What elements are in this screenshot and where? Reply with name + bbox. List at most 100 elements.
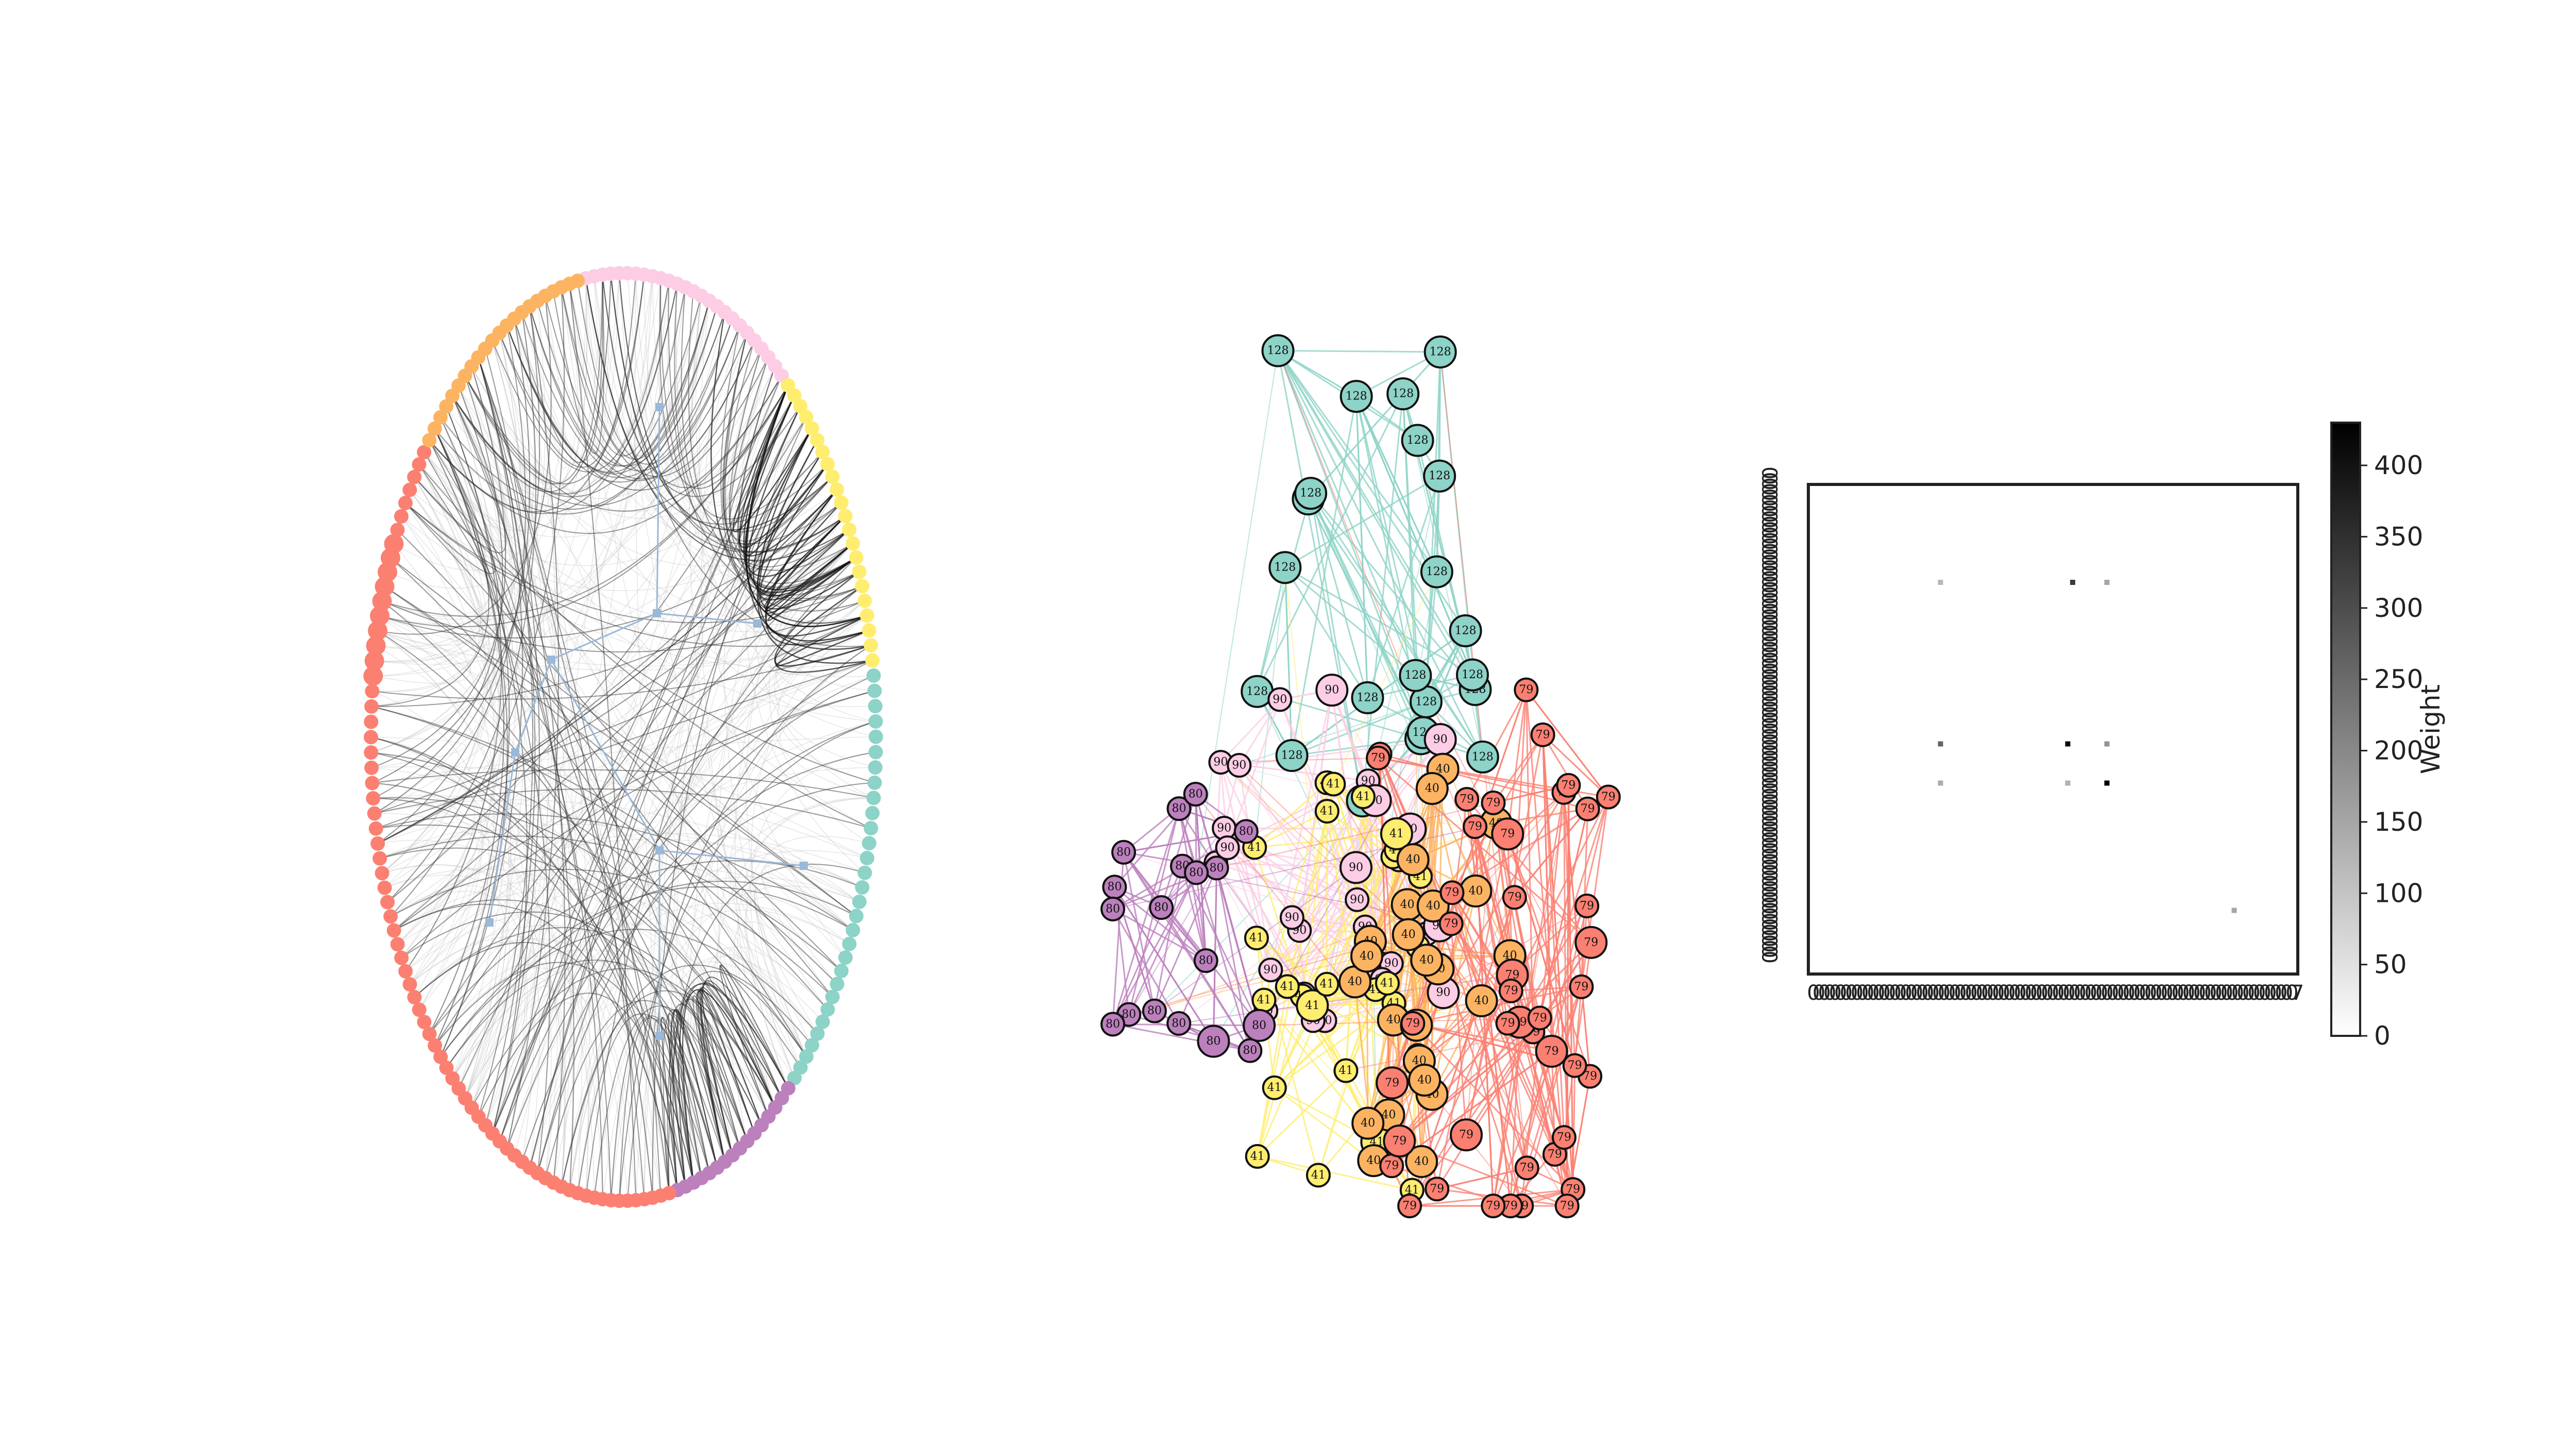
edge	[561, 287, 686, 457]
network-node: 79	[1439, 880, 1465, 905]
edge	[602, 797, 874, 1200]
circular-node	[842, 522, 857, 537]
network-edge	[1284, 566, 1473, 676]
edge	[409, 490, 670, 1194]
network-node-label: 79	[1392, 1134, 1406, 1147]
matrix-y-tick: 0	[1759, 852, 1783, 865]
network-node-circle	[1491, 817, 1524, 851]
network-node-label: 40	[1348, 976, 1362, 988]
network-edge	[1436, 1167, 1528, 1190]
matrix-x-tick: 0	[1828, 981, 1841, 1005]
edge	[384, 586, 842, 971]
network-edge	[1284, 567, 1328, 984]
edge	[440, 357, 523, 1058]
matrix-y-tick: 0	[1759, 924, 1783, 936]
circular-node	[793, 399, 808, 414]
matrix-x-tick: 0	[1926, 981, 1939, 1005]
network-edge	[1277, 350, 1427, 702]
edge	[384, 868, 776, 1108]
edge	[754, 882, 853, 1034]
network-node-circle	[1463, 814, 1488, 840]
network-node: 80	[1193, 948, 1218, 974]
network-node-circle	[1556, 773, 1581, 798]
circular-node	[852, 894, 867, 909]
network-node-circle	[1262, 1075, 1287, 1100]
edge	[537, 720, 876, 1173]
network-node-label: 79	[1574, 980, 1588, 993]
network-node-label: 90	[1232, 759, 1246, 772]
network-node-label: 128	[1267, 344, 1289, 357]
network-node-label: 79	[1520, 1162, 1534, 1174]
circular-node	[364, 714, 379, 729]
edge	[371, 752, 807, 1057]
matrix-y-tick: 0	[1759, 570, 1783, 583]
circular-node	[829, 977, 844, 992]
network-node-circle	[1466, 740, 1499, 774]
matrix-x-tick: 0	[2079, 981, 2092, 1005]
edge	[521, 782, 875, 1162]
circular-node	[407, 469, 422, 484]
edge	[452, 274, 612, 493]
network-node-label: 79	[1519, 683, 1533, 696]
edge	[464, 375, 783, 512]
circular-node	[867, 775, 882, 790]
edge	[374, 615, 868, 814]
bundle-link	[659, 849, 804, 867]
network-node-label: 79	[1507, 891, 1522, 904]
network-node-circle	[1514, 677, 1539, 702]
network-edge	[1154, 867, 1217, 1012]
network-node: 79	[1535, 1034, 1568, 1068]
matrix-x-tick: 0	[2095, 981, 2108, 1005]
matrix-x-tick: 0	[2269, 981, 2282, 1005]
network-node-label: 40	[1401, 928, 1416, 941]
circular-node	[363, 666, 383, 686]
network-node-label: 40	[1366, 1154, 1381, 1167]
edge	[387, 312, 536, 903]
network-node-label: 79	[1486, 796, 1500, 809]
matrix-y-tick: 0	[1759, 739, 1783, 751]
network-node-circle	[1166, 1011, 1192, 1036]
network-node-circle	[1233, 819, 1259, 844]
network-node-label: 80	[1147, 1004, 1162, 1017]
network-edge	[1355, 396, 1368, 698]
network-node-circle	[1410, 944, 1444, 977]
circular-node	[860, 850, 875, 865]
matrix-y-tick: 0	[1759, 836, 1783, 849]
network-edge	[1539, 809, 1589, 1018]
network-edge	[1257, 1155, 1413, 1191]
edge	[401, 690, 875, 959]
matrix-x-tick: 0	[2057, 981, 2070, 1005]
circular-node	[386, 923, 401, 938]
edge	[384, 586, 857, 917]
network-node-label: 79	[1468, 820, 1482, 833]
edge	[545, 1000, 748, 1179]
network-node-label: 79	[1503, 1200, 1518, 1213]
matrix-y-tick: 0	[1759, 815, 1783, 828]
network-node-circle	[1314, 971, 1340, 997]
edge	[545, 295, 740, 472]
edge	[652, 357, 769, 1198]
network-edge	[1277, 350, 1476, 690]
edge	[394, 878, 828, 1010]
matrix-y-tick: 0	[1759, 553, 1783, 566]
edge	[465, 395, 795, 1099]
edge	[668, 280, 862, 599]
network-node: 79	[1596, 784, 1621, 810]
network-node-circle	[1562, 1053, 1587, 1078]
edge	[429, 440, 551, 1173]
network-node: 128	[1275, 739, 1309, 773]
network-node: 128	[1423, 459, 1456, 493]
network-node-label: 79	[1444, 917, 1459, 930]
network-node-circle	[1397, 1194, 1422, 1218]
circular-node	[394, 509, 409, 524]
edge	[373, 797, 801, 1068]
edge	[429, 274, 645, 513]
network-node-circle	[1351, 681, 1384, 714]
edge	[387, 278, 586, 589]
matrix-y-tick: 0	[1759, 515, 1783, 528]
edge	[373, 795, 842, 971]
circular-node	[855, 579, 870, 594]
network-node-circle	[1350, 784, 1376, 810]
matrix-x-tick: 0	[1992, 981, 2005, 1005]
matrix-x-tick-labels: 0000000000000000000000000000000000000000…	[1807, 981, 2304, 1005]
